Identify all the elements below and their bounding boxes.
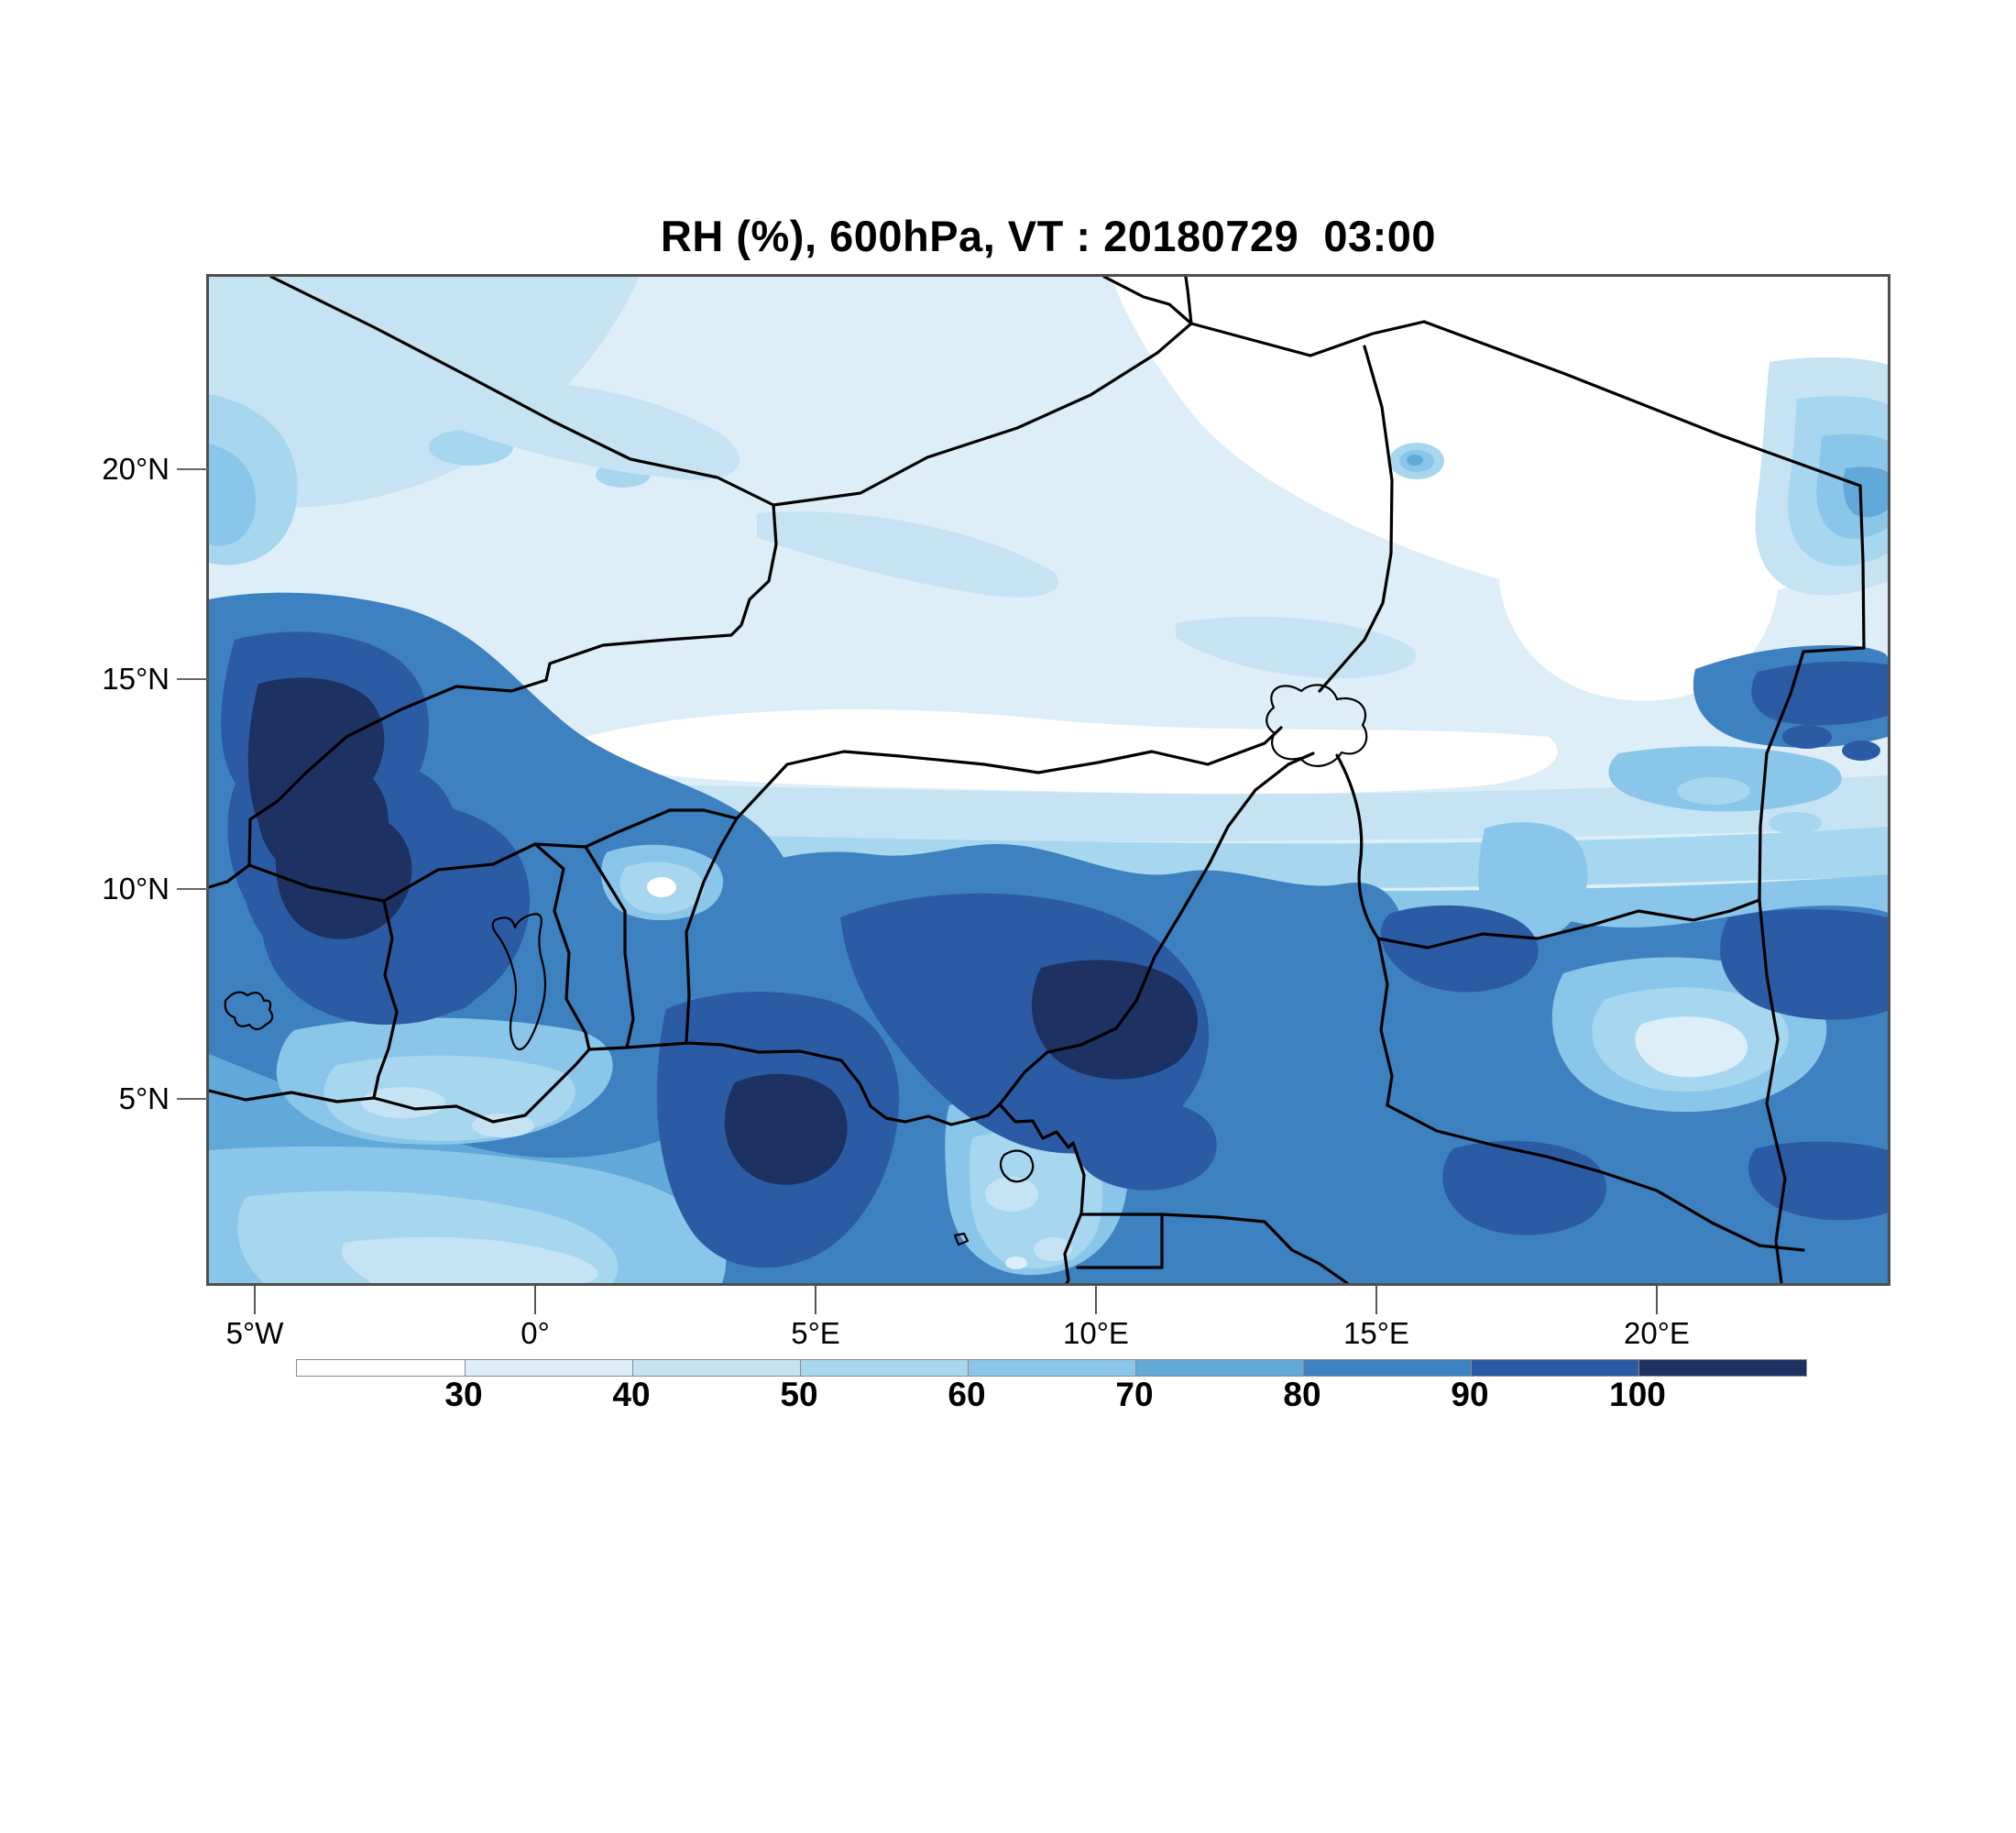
map-area — [206, 274, 1890, 1286]
islet-outline — [953, 1232, 970, 1246]
lon-tick-mark — [815, 1286, 816, 1314]
contour-region — [1031, 960, 1198, 1080]
contour-region — [209, 444, 257, 546]
contour-region — [1442, 1140, 1606, 1235]
contour-region — [275, 805, 412, 939]
contour-region — [1070, 1098, 1217, 1191]
colorbar-label: 80 — [1283, 1376, 1321, 1413]
contour-region — [553, 709, 1558, 795]
contour-region — [985, 1177, 1038, 1212]
contour-region — [1677, 777, 1750, 805]
contour-region — [1005, 1257, 1027, 1269]
lon-tick-mark — [1375, 1286, 1377, 1314]
rh-fill-contours — [209, 277, 1888, 1283]
lon-tick-label: 0° — [520, 1316, 550, 1350]
lat-tick-mark — [177, 888, 208, 890]
lat-tick-label: 10°N — [102, 872, 170, 906]
lake-chad-outline — [1265, 684, 1368, 767]
lon-tick-label: 5°E — [791, 1316, 840, 1350]
contour-region — [424, 380, 740, 480]
contour-region — [647, 877, 676, 897]
lon-tick-label: 15°E — [1343, 1316, 1409, 1350]
lon-tick-mark — [1095, 1286, 1097, 1314]
contour-region — [840, 893, 1210, 1154]
colorbar-label: 30 — [444, 1376, 483, 1413]
contour-region — [361, 1087, 445, 1118]
lake-volta-outline — [491, 913, 547, 1051]
colorbar-label: 100 — [1609, 1376, 1666, 1413]
lat-tick-label: 20°N — [102, 452, 170, 486]
colorbar-segment — [1471, 1360, 1638, 1376]
contour-region — [1380, 905, 1539, 993]
contour-region — [1478, 822, 1588, 941]
colorbar-label: 50 — [780, 1376, 818, 1413]
colorbar-segment — [297, 1360, 465, 1376]
lat-tick-mark — [177, 678, 208, 680]
lat-tick-label: 15°N — [102, 662, 170, 696]
colorbar-label: 70 — [1115, 1376, 1154, 1413]
contour-region — [1843, 466, 1888, 518]
lon-tick-label: 20°E — [1624, 1316, 1690, 1350]
colorbar-segment — [968, 1360, 1135, 1376]
colorbar-segment — [632, 1360, 800, 1376]
contour-region — [341, 1236, 598, 1283]
contour-region — [1751, 661, 1888, 726]
contour-region — [1782, 725, 1832, 749]
lat-tick-label: 5°N — [118, 1081, 170, 1115]
contour-map — [209, 277, 1888, 1283]
colorbar-label: 60 — [948, 1376, 986, 1413]
contour-region — [1112, 277, 1888, 701]
colorbar-segment — [1135, 1360, 1303, 1376]
colorbar — [296, 1359, 1807, 1377]
country-borders — [209, 277, 1866, 1283]
colorbar-segment — [1303, 1360, 1471, 1376]
colorbar-segment — [465, 1360, 632, 1376]
contour-region — [757, 511, 1059, 598]
colorbar-label: 90 — [1451, 1376, 1489, 1413]
contour-region — [1407, 455, 1423, 466]
lakes-and-islands — [224, 684, 1368, 1246]
bioko-island-outline — [999, 1149, 1035, 1183]
lon-tick-mark — [534, 1286, 536, 1314]
lon-tick-label: 10°E — [1063, 1316, 1129, 1350]
colorbar-segment — [1638, 1360, 1806, 1376]
colorbar-label: 40 — [612, 1376, 651, 1413]
lon-tick-mark — [1656, 1286, 1658, 1314]
contour-region — [424, 904, 492, 1012]
colorbar-segment — [800, 1360, 968, 1376]
chart-title: RH (%), 600hPa, VT : 20180729 03:00 — [660, 212, 1437, 260]
lat-tick-mark — [177, 468, 208, 470]
contour-region — [1769, 812, 1822, 834]
contour-region — [1034, 1237, 1072, 1261]
contour-region — [1842, 741, 1880, 761]
contour-region — [724, 1073, 848, 1185]
contour-region — [1176, 616, 1416, 679]
lagoon-outline — [224, 991, 274, 1031]
lon-tick-mark — [254, 1286, 256, 1314]
contour-region — [1635, 1016, 1748, 1078]
lat-tick-mark — [177, 1098, 208, 1100]
lon-tick-label: 5°W — [225, 1316, 284, 1350]
